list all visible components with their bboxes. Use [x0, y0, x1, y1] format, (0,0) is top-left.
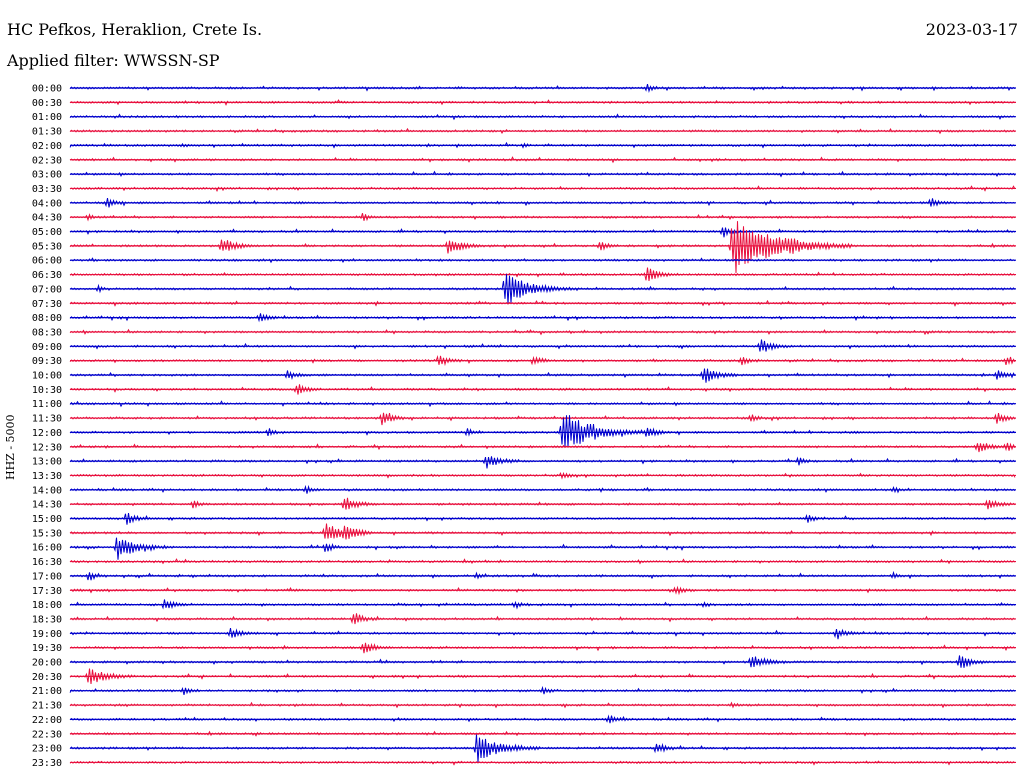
- time-tick-label: 08:30: [32, 327, 62, 338]
- time-tick-label: 11:00: [32, 399, 62, 410]
- time-tick-label: 00:30: [32, 98, 62, 109]
- seismic-trace-1000: [69, 368, 1016, 383]
- time-tick-label: 09:00: [32, 342, 62, 353]
- time-tick-label: 21:00: [32, 686, 62, 697]
- record-date: 2023-03-17: [925, 20, 1018, 39]
- time-tick-label: 20:00: [32, 658, 62, 669]
- time-tick-label: 20:30: [32, 672, 62, 683]
- time-tick-label: 01:00: [32, 112, 62, 123]
- station-title: HC Pefkos, Heraklion, Crete Is.: [7, 20, 263, 39]
- time-tick-label: 11:30: [32, 414, 62, 425]
- seismic-trace-1530: [69, 523, 1016, 540]
- time-tick-label: 18:30: [32, 614, 62, 625]
- seismic-trace-1130: [69, 412, 1016, 426]
- time-tick-label: 16:30: [32, 557, 62, 568]
- time-tick-label: 23:00: [32, 744, 62, 755]
- seismic-trace-2100: [69, 685, 1016, 696]
- time-tick-label: 07:00: [32, 284, 62, 295]
- seismic-trace-1300: [69, 456, 1016, 469]
- time-tick-label: 05:30: [32, 241, 62, 252]
- time-tick-label: 14:00: [32, 485, 62, 496]
- seismic-trace-1230: [69, 442, 1016, 453]
- seismic-trace-0100: [69, 113, 1016, 121]
- time-tick-label: 08:00: [32, 313, 62, 324]
- seismic-trace-0900: [69, 339, 1016, 352]
- seismic-trace-0500: [69, 227, 1016, 238]
- time-tick-label: 17:30: [32, 586, 62, 597]
- time-tick-label: 09:30: [32, 356, 62, 367]
- time-tick-label: 02:30: [32, 155, 62, 166]
- time-tick-label: 02:00: [32, 141, 62, 152]
- time-tick-label: 15:00: [32, 514, 62, 525]
- seismic-trace-2330: [69, 760, 1016, 766]
- time-tick-label: 07:30: [32, 299, 62, 310]
- time-tick-label: 12:00: [32, 428, 62, 439]
- seismic-trace-1700: [69, 570, 1016, 581]
- time-tick-label: 19:30: [32, 643, 62, 654]
- time-tick-label: 22:30: [32, 729, 62, 740]
- time-tick-label: 21:30: [32, 701, 62, 712]
- time-tick-label: 13:00: [32, 457, 62, 468]
- time-tick-label: 10:00: [32, 371, 62, 382]
- time-tick-label: 03:00: [32, 170, 62, 181]
- time-tick-label: 22:00: [32, 715, 62, 726]
- time-tick-label: 18:00: [32, 600, 62, 611]
- seismic-trace-0530: [69, 221, 1016, 274]
- time-tick-label: 06:30: [32, 270, 62, 281]
- seismic-trace-0030: [69, 99, 1016, 106]
- time-tick-label: 04:30: [32, 213, 62, 224]
- time-tick-label: 23:30: [32, 758, 62, 769]
- time-tick-label: 06:00: [32, 256, 62, 267]
- time-tick-label: 01:30: [32, 127, 62, 138]
- time-tick-label: 13:30: [32, 471, 62, 482]
- time-tick-label: 17:00: [32, 571, 62, 582]
- seismic-trace-1600: [69, 537, 1016, 560]
- time-tick-label: 14:30: [32, 500, 62, 511]
- time-tick-label: 10:30: [32, 385, 62, 396]
- time-tick-label: 15:30: [32, 528, 62, 539]
- time-tick-label: 19:00: [32, 629, 62, 640]
- time-tick-label: 12:30: [32, 442, 62, 453]
- seismic-trace-1800: [69, 599, 1016, 610]
- time-tick-label: 04:00: [32, 198, 62, 209]
- seismic-trace-1200: [69, 415, 1016, 448]
- time-tick-label: 16:00: [32, 543, 62, 554]
- time-tick-label: 00:00: [32, 84, 62, 95]
- filter-label: Applied filter: WWSSN-SP: [7, 51, 220, 70]
- time-tick-label: 03:30: [32, 184, 62, 195]
- time-tick-label: 05:00: [32, 227, 62, 238]
